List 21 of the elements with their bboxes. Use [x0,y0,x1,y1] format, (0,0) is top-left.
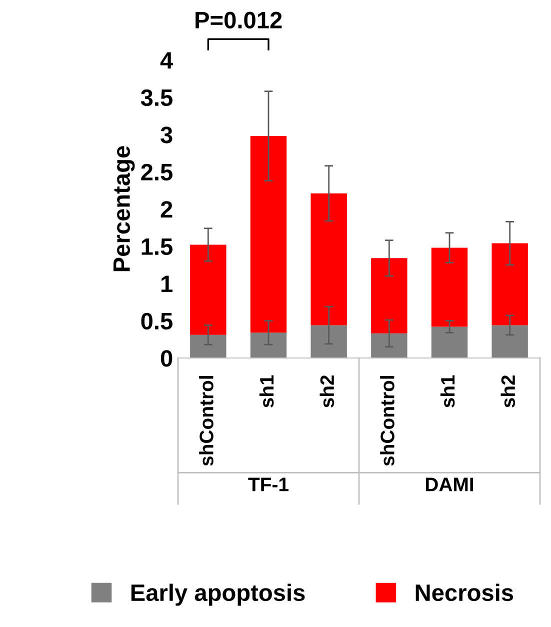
text: TF-1 [248,478,288,492]
x-tick-label: shControl [199,376,214,466]
y-tick-label: 0.5 [141,312,172,330]
x-tick-label: sh2 [500,375,516,408]
x-tick-label: shControl [380,376,394,466]
legend-label: Necrosis [416,584,514,602]
y-tick-label: 2.5 [141,164,172,181]
y-tick-label: 0 [160,350,172,367]
y-tick-label: 3.5 [140,89,172,106]
x-tick-label: sh1 [440,375,455,408]
y-tick-label: 3 [160,126,172,144]
legend-label: Early apoptosis [131,584,305,606]
y-tick-label: 1.5 [142,238,172,256]
y-tick-label: 2 [160,201,172,218]
x-tick-label: sh2 [320,375,334,408]
y-tick-label: 1 [161,276,172,292]
text: DAMI [426,478,474,492]
y-axis-title: Percentage [114,146,135,272]
x-tick-label: sh1 [259,375,274,408]
text: P=0.012 [196,12,282,29]
y-tick-label: 4 [160,52,174,69]
